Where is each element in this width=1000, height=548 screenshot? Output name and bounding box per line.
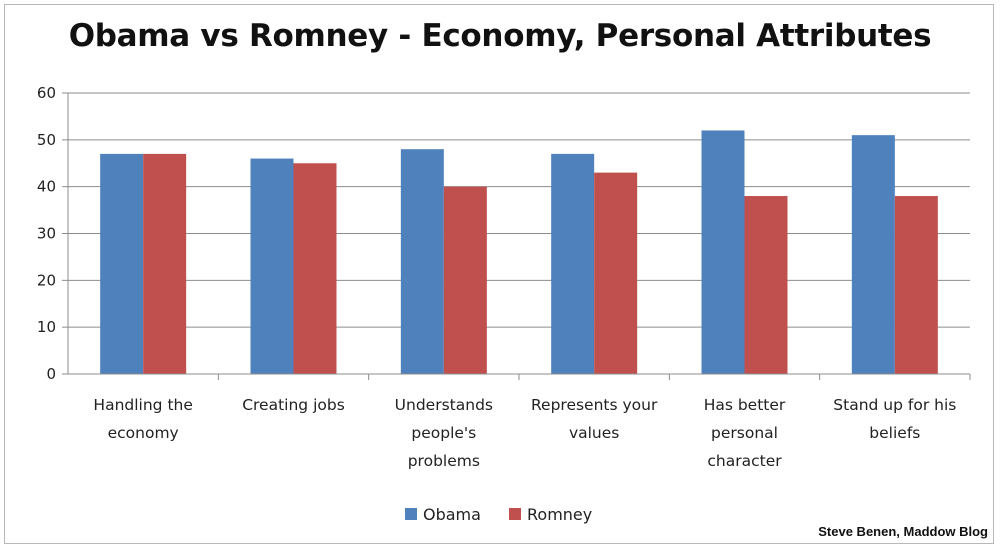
- y-tick-label: 20: [37, 271, 56, 289]
- x-category-label: Represents your values: [531, 396, 658, 442]
- x-category-label: Creating jobs: [242, 396, 345, 414]
- bar-romney-1: [293, 163, 337, 374]
- chart-title: Obama vs Romney - Economy, Personal Attr…: [68, 18, 932, 54]
- bar-obama-1: [250, 158, 294, 374]
- bar-obama-2: [400, 149, 444, 374]
- legend-swatch-obama: [405, 508, 417, 520]
- bars: [100, 130, 938, 374]
- bar-obama-5: [851, 135, 895, 374]
- bar-romney-5: [894, 196, 938, 374]
- bar-romney-4: [744, 196, 788, 374]
- y-tick-label: 40: [37, 178, 56, 196]
- legend-swatch-romney: [509, 508, 521, 520]
- gridlines: [68, 92, 970, 328]
- bar-obama-3: [551, 153, 595, 374]
- y-tick-label: 30: [37, 225, 56, 243]
- x-category-label: Has better personal character: [704, 396, 786, 470]
- x-category-label: Stand up for his beliefs: [833, 396, 956, 442]
- bar-obama-4: [701, 130, 745, 374]
- y-tick-label: 50: [37, 131, 56, 149]
- legend: Obama Romney: [405, 505, 592, 524]
- bar-romney-0: [143, 153, 187, 374]
- bar-romney-3: [594, 172, 638, 374]
- y-tick-label: 10: [37, 318, 56, 336]
- bar-romney-2: [443, 186, 487, 374]
- x-category-label: Handling the economy: [93, 396, 192, 442]
- axes: 0 10 20 30 40 50 60 Handling the economy Creating…: [37, 84, 971, 470]
- y-tick-label: 60: [37, 84, 56, 102]
- source-credit: Steve Benen, Maddow Blog: [818, 524, 988, 539]
- x-category-label: Understands people's problems: [395, 396, 493, 470]
- legend-label-obama: Obama: [423, 505, 481, 524]
- legend-label-romney: Romney: [527, 505, 592, 524]
- y-tick-label: 0: [46, 365, 56, 383]
- bar-obama-0: [100, 153, 144, 374]
